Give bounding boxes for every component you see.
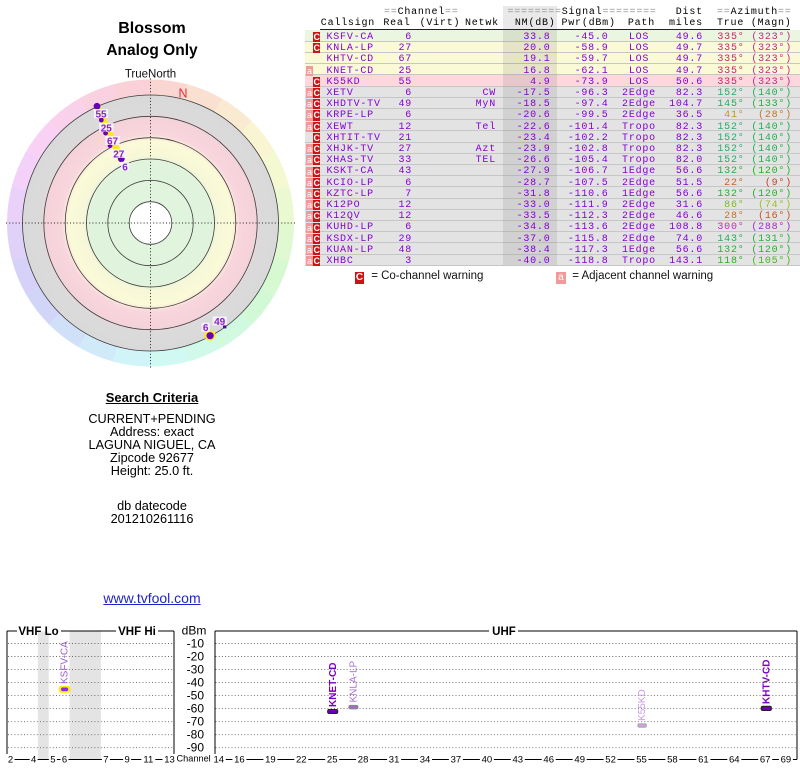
svg-text:31: 31 xyxy=(389,755,400,766)
svg-text:52: 52 xyxy=(605,755,616,766)
svg-text:67: 67 xyxy=(107,137,119,148)
svg-text:6: 6 xyxy=(203,323,209,334)
svg-text:69: 69 xyxy=(781,755,792,766)
svg-text:N: N xyxy=(178,87,187,101)
svg-text:-30: -30 xyxy=(187,663,205,677)
svg-text:-70: -70 xyxy=(187,715,205,729)
svg-text:VHF Hi: VHF Hi xyxy=(118,626,156,638)
svg-text:55: 55 xyxy=(95,110,107,121)
svg-text:28: 28 xyxy=(358,755,369,766)
svg-text:-60: -60 xyxy=(187,702,205,716)
svg-text:-50: -50 xyxy=(187,689,205,703)
svg-text:-20: -20 xyxy=(187,650,205,664)
svg-text:K55KD: K55KD xyxy=(637,689,648,721)
svg-text:-90: -90 xyxy=(187,741,205,755)
svg-text:-40: -40 xyxy=(187,676,205,690)
svg-text:67: 67 xyxy=(760,755,771,766)
svg-text:46: 46 xyxy=(543,755,554,766)
svg-text:19: 19 xyxy=(265,755,276,766)
svg-text:37: 37 xyxy=(451,755,462,766)
svg-text:40: 40 xyxy=(482,755,493,766)
svg-text:-10: -10 xyxy=(187,637,205,651)
svg-text:7: 7 xyxy=(103,755,108,766)
svg-text:61: 61 xyxy=(698,755,709,766)
svg-text:TrueNorth: TrueNorth xyxy=(125,69,176,81)
svg-text:49: 49 xyxy=(214,317,226,328)
svg-text:11: 11 xyxy=(143,755,153,766)
svg-text:43: 43 xyxy=(513,755,524,766)
svg-text:49: 49 xyxy=(574,755,585,766)
svg-text:13: 13 xyxy=(164,755,175,766)
svg-text:4: 4 xyxy=(31,755,36,766)
svg-text:KSFV-CA: KSFV-CA xyxy=(60,641,71,684)
svg-text:9: 9 xyxy=(124,755,129,766)
svg-text:5: 5 xyxy=(50,755,55,766)
svg-text:55: 55 xyxy=(636,755,647,766)
svg-text:64: 64 xyxy=(729,755,740,766)
svg-text:-80: -80 xyxy=(187,728,205,742)
svg-text:25: 25 xyxy=(327,755,338,766)
svg-text:6: 6 xyxy=(62,755,67,766)
svg-text:58: 58 xyxy=(667,755,678,766)
svg-text:KHTV-CD: KHTV-CD xyxy=(762,660,773,704)
svg-text:6: 6 xyxy=(122,162,128,173)
svg-text:VHF Lo: VHF Lo xyxy=(18,626,58,638)
svg-text:27: 27 xyxy=(113,150,125,161)
svg-text:22: 22 xyxy=(296,755,307,766)
svg-text:UHF: UHF xyxy=(492,626,516,638)
svg-text:16: 16 xyxy=(234,755,245,766)
svg-text:dBm: dBm xyxy=(182,624,207,638)
svg-text:14: 14 xyxy=(214,755,225,766)
svg-text:34: 34 xyxy=(420,755,431,766)
svg-text:2: 2 xyxy=(8,755,13,766)
svg-text:KNLA-LP: KNLA-LP xyxy=(349,660,360,702)
svg-text:KNET-CD: KNET-CD xyxy=(328,663,339,707)
svg-text:25: 25 xyxy=(101,123,113,134)
svg-text:Channel: Channel xyxy=(177,754,211,764)
